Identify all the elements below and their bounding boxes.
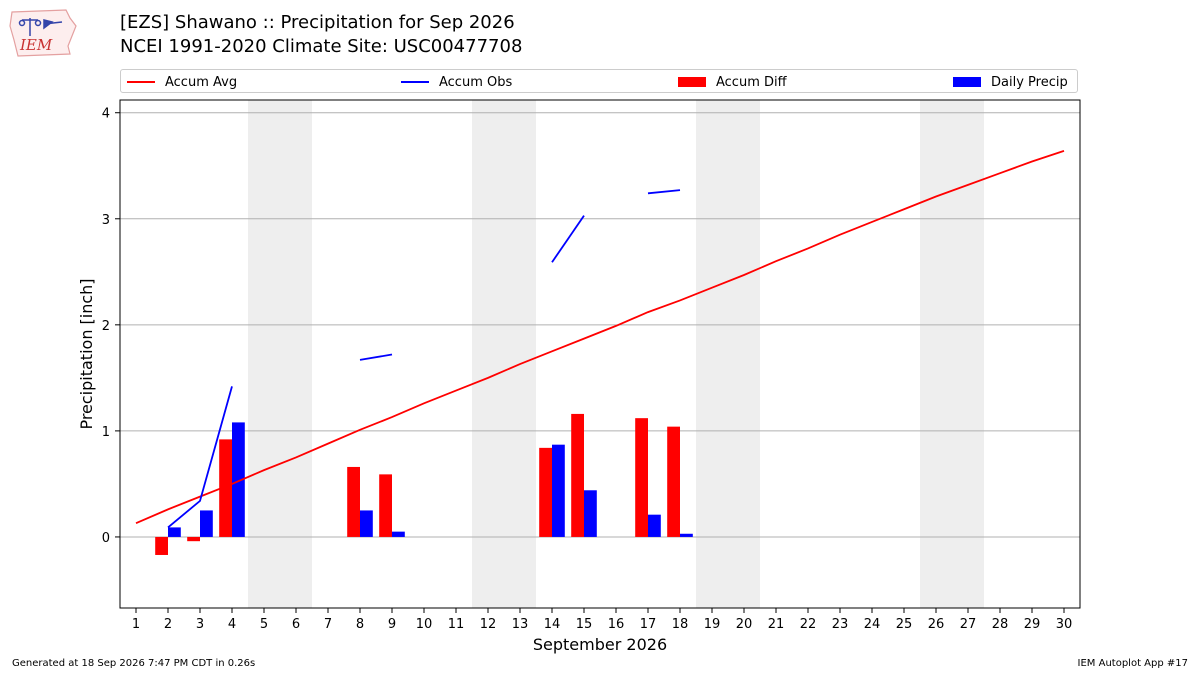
bar-accum-diff bbox=[187, 536, 200, 542]
x-tick-label: 16 bbox=[608, 617, 625, 632]
logo-text: IEM bbox=[19, 36, 53, 54]
x-tick-label: 15 bbox=[576, 617, 593, 632]
chart-title: [EZS] Shawano :: Precipitation for Sep 2… bbox=[120, 12, 515, 33]
x-tick-label: 29 bbox=[1024, 617, 1041, 632]
x-tick-label: 17 bbox=[640, 617, 657, 632]
line-accum-obs bbox=[647, 189, 681, 195]
legend-item-accum-diff: Accum Diff bbox=[678, 70, 787, 94]
footer-app: IEM Autoplot App #17 bbox=[1077, 658, 1188, 669]
x-tick-label: 5 bbox=[260, 617, 268, 632]
legend-label-daily-precip: Daily Precip bbox=[991, 74, 1068, 90]
legend-item-accum-obs: Accum Obs bbox=[401, 70, 512, 94]
x-tick-label: 6 bbox=[292, 617, 300, 632]
line-accum-avg bbox=[135, 150, 1065, 524]
x-tick-label: 14 bbox=[544, 617, 561, 632]
bar-accum-diff bbox=[539, 447, 552, 537]
y-tick-label: 4 bbox=[102, 107, 110, 122]
x-tick-label: 20 bbox=[736, 617, 753, 632]
bar-daily-precip bbox=[168, 527, 181, 537]
x-tick-label: 23 bbox=[832, 617, 849, 632]
line-accum-obs bbox=[551, 215, 585, 263]
legend-swatch-accum-diff bbox=[678, 77, 706, 87]
bar-daily-precip bbox=[232, 422, 245, 537]
x-axis-label: September 2026 bbox=[533, 635, 667, 654]
x-tick-label: 13 bbox=[512, 617, 529, 632]
weekend-shade bbox=[472, 100, 536, 608]
x-tick-label: 21 bbox=[768, 617, 785, 632]
x-tick-label: 8 bbox=[356, 617, 364, 632]
bar-accum-diff bbox=[219, 439, 232, 537]
iowa-outline bbox=[9, 9, 77, 57]
bar-daily-precip bbox=[552, 444, 565, 537]
bar-accum-diff bbox=[635, 418, 648, 537]
x-tick-label: 7 bbox=[324, 617, 332, 632]
weekend-shade bbox=[696, 100, 760, 608]
y-axis-label: Precipitation [inch] bbox=[77, 278, 96, 429]
x-tick-label: 30 bbox=[1056, 617, 1073, 632]
bar-daily-precip bbox=[680, 533, 693, 537]
x-tick-label: 22 bbox=[800, 617, 817, 632]
footer-generated: Generated at 18 Sep 2026 7:47 PM CDT in … bbox=[12, 658, 256, 669]
iem-logo: IEM bbox=[9, 9, 77, 57]
x-tick-label: 1 bbox=[132, 617, 140, 632]
legend-swatch-daily-precip bbox=[953, 77, 981, 87]
y-tick-label: 0 bbox=[102, 531, 110, 546]
bar-accum-diff bbox=[667, 426, 680, 537]
bar-daily-precip bbox=[648, 514, 661, 537]
legend-item-daily-precip: Daily Precip bbox=[953, 70, 1068, 94]
weekend-shade bbox=[248, 100, 312, 608]
y-tick-label: 1 bbox=[102, 425, 110, 440]
x-tick-label: 11 bbox=[448, 617, 465, 632]
legend-label-accum-obs: Accum Obs bbox=[439, 74, 513, 90]
plot-frame bbox=[119, 99, 1081, 609]
line-accum-obs bbox=[167, 386, 233, 529]
legend-swatch-accum-obs bbox=[401, 81, 429, 83]
x-tick-label: 9 bbox=[388, 617, 396, 632]
line-accum-obs bbox=[359, 353, 393, 361]
legend: Accum Avg Accum Obs Accum Diff Daily Pre… bbox=[120, 69, 1078, 93]
x-tick-label: 10 bbox=[416, 617, 433, 632]
legend-label-accum-avg: Accum Avg bbox=[165, 74, 238, 90]
legend-swatch-accum-avg bbox=[127, 81, 155, 83]
bar-accum-diff bbox=[347, 466, 360, 537]
weather-station-icon bbox=[18, 18, 63, 36]
legend-label-accum-diff: Accum Diff bbox=[716, 74, 787, 90]
x-tick-label: 24 bbox=[864, 617, 881, 632]
bar-daily-precip bbox=[360, 510, 373, 537]
x-tick-label: 2 bbox=[164, 617, 172, 632]
y-tick-label: 3 bbox=[102, 213, 110, 228]
x-tick-label: 12 bbox=[480, 617, 497, 632]
legend-item-accum-avg: Accum Avg bbox=[127, 70, 237, 94]
bar-daily-precip bbox=[392, 531, 405, 537]
y-tick-label: 2 bbox=[102, 319, 110, 334]
bar-accum-diff bbox=[379, 474, 392, 537]
x-tick-label: 25 bbox=[896, 617, 913, 632]
x-tick-label: 18 bbox=[672, 617, 689, 632]
bar-daily-precip bbox=[584, 490, 597, 537]
x-tick-label: 28 bbox=[992, 617, 1009, 632]
bar-daily-precip bbox=[200, 510, 213, 537]
x-tick-label: 3 bbox=[196, 617, 204, 632]
chart-subtitle: NCEI 1991-2020 Climate Site: USC00477708 bbox=[120, 36, 523, 57]
bar-accum-diff bbox=[571, 413, 584, 537]
x-tick-label: 4 bbox=[228, 617, 236, 632]
bar-accum-diff bbox=[155, 536, 168, 555]
x-tick-label: 19 bbox=[704, 617, 721, 632]
x-tick-label: 27 bbox=[960, 617, 977, 632]
x-tick-label: 26 bbox=[928, 617, 945, 632]
weekend-shade bbox=[920, 100, 984, 608]
